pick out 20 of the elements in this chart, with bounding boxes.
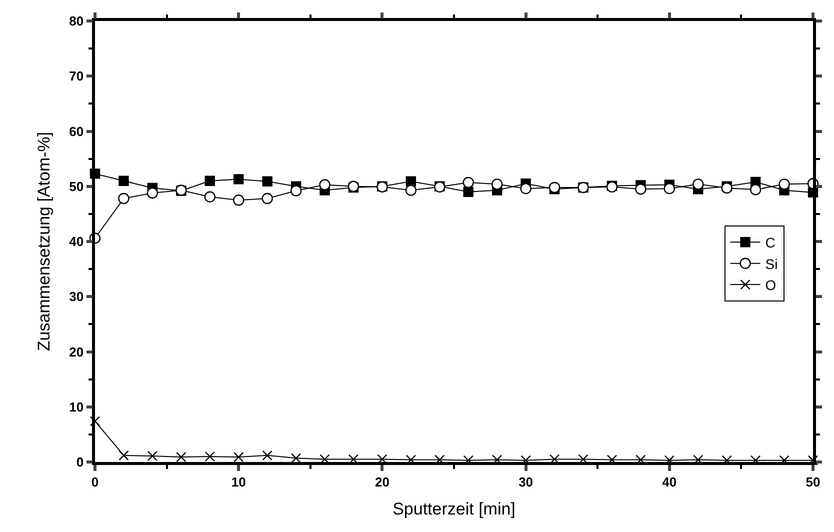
y-tick-label: 30: [69, 289, 84, 304]
y-tick-label: 50: [69, 178, 84, 194]
y-tick-label: 20: [69, 344, 84, 360]
y-tick-label: 10: [69, 399, 84, 414]
legend-label: C: [765, 234, 776, 251]
x-tick-label: 10: [231, 474, 246, 490]
y-tick-label: 70: [69, 68, 84, 84]
y-axis-title: Zusammensetzung [Atom-%]: [34, 132, 54, 352]
legend-label: Si: [765, 256, 778, 272]
x-tick-label: 20: [374, 474, 390, 490]
y-tick-label: 40: [69, 234, 84, 250]
legend-label: O: [765, 277, 776, 294]
y-tick-label: 60: [69, 124, 84, 139]
x-tick-label: 0: [91, 474, 99, 490]
x-tick-label: 40: [662, 474, 677, 490]
y-tick-label: 80: [69, 14, 84, 29]
y-tick-label: 0: [76, 454, 84, 470]
x-tick-label: 30: [518, 474, 534, 490]
x-tick-label: 50: [806, 474, 820, 490]
x-axis-title: Sputterzeit [min]: [392, 500, 516, 519]
